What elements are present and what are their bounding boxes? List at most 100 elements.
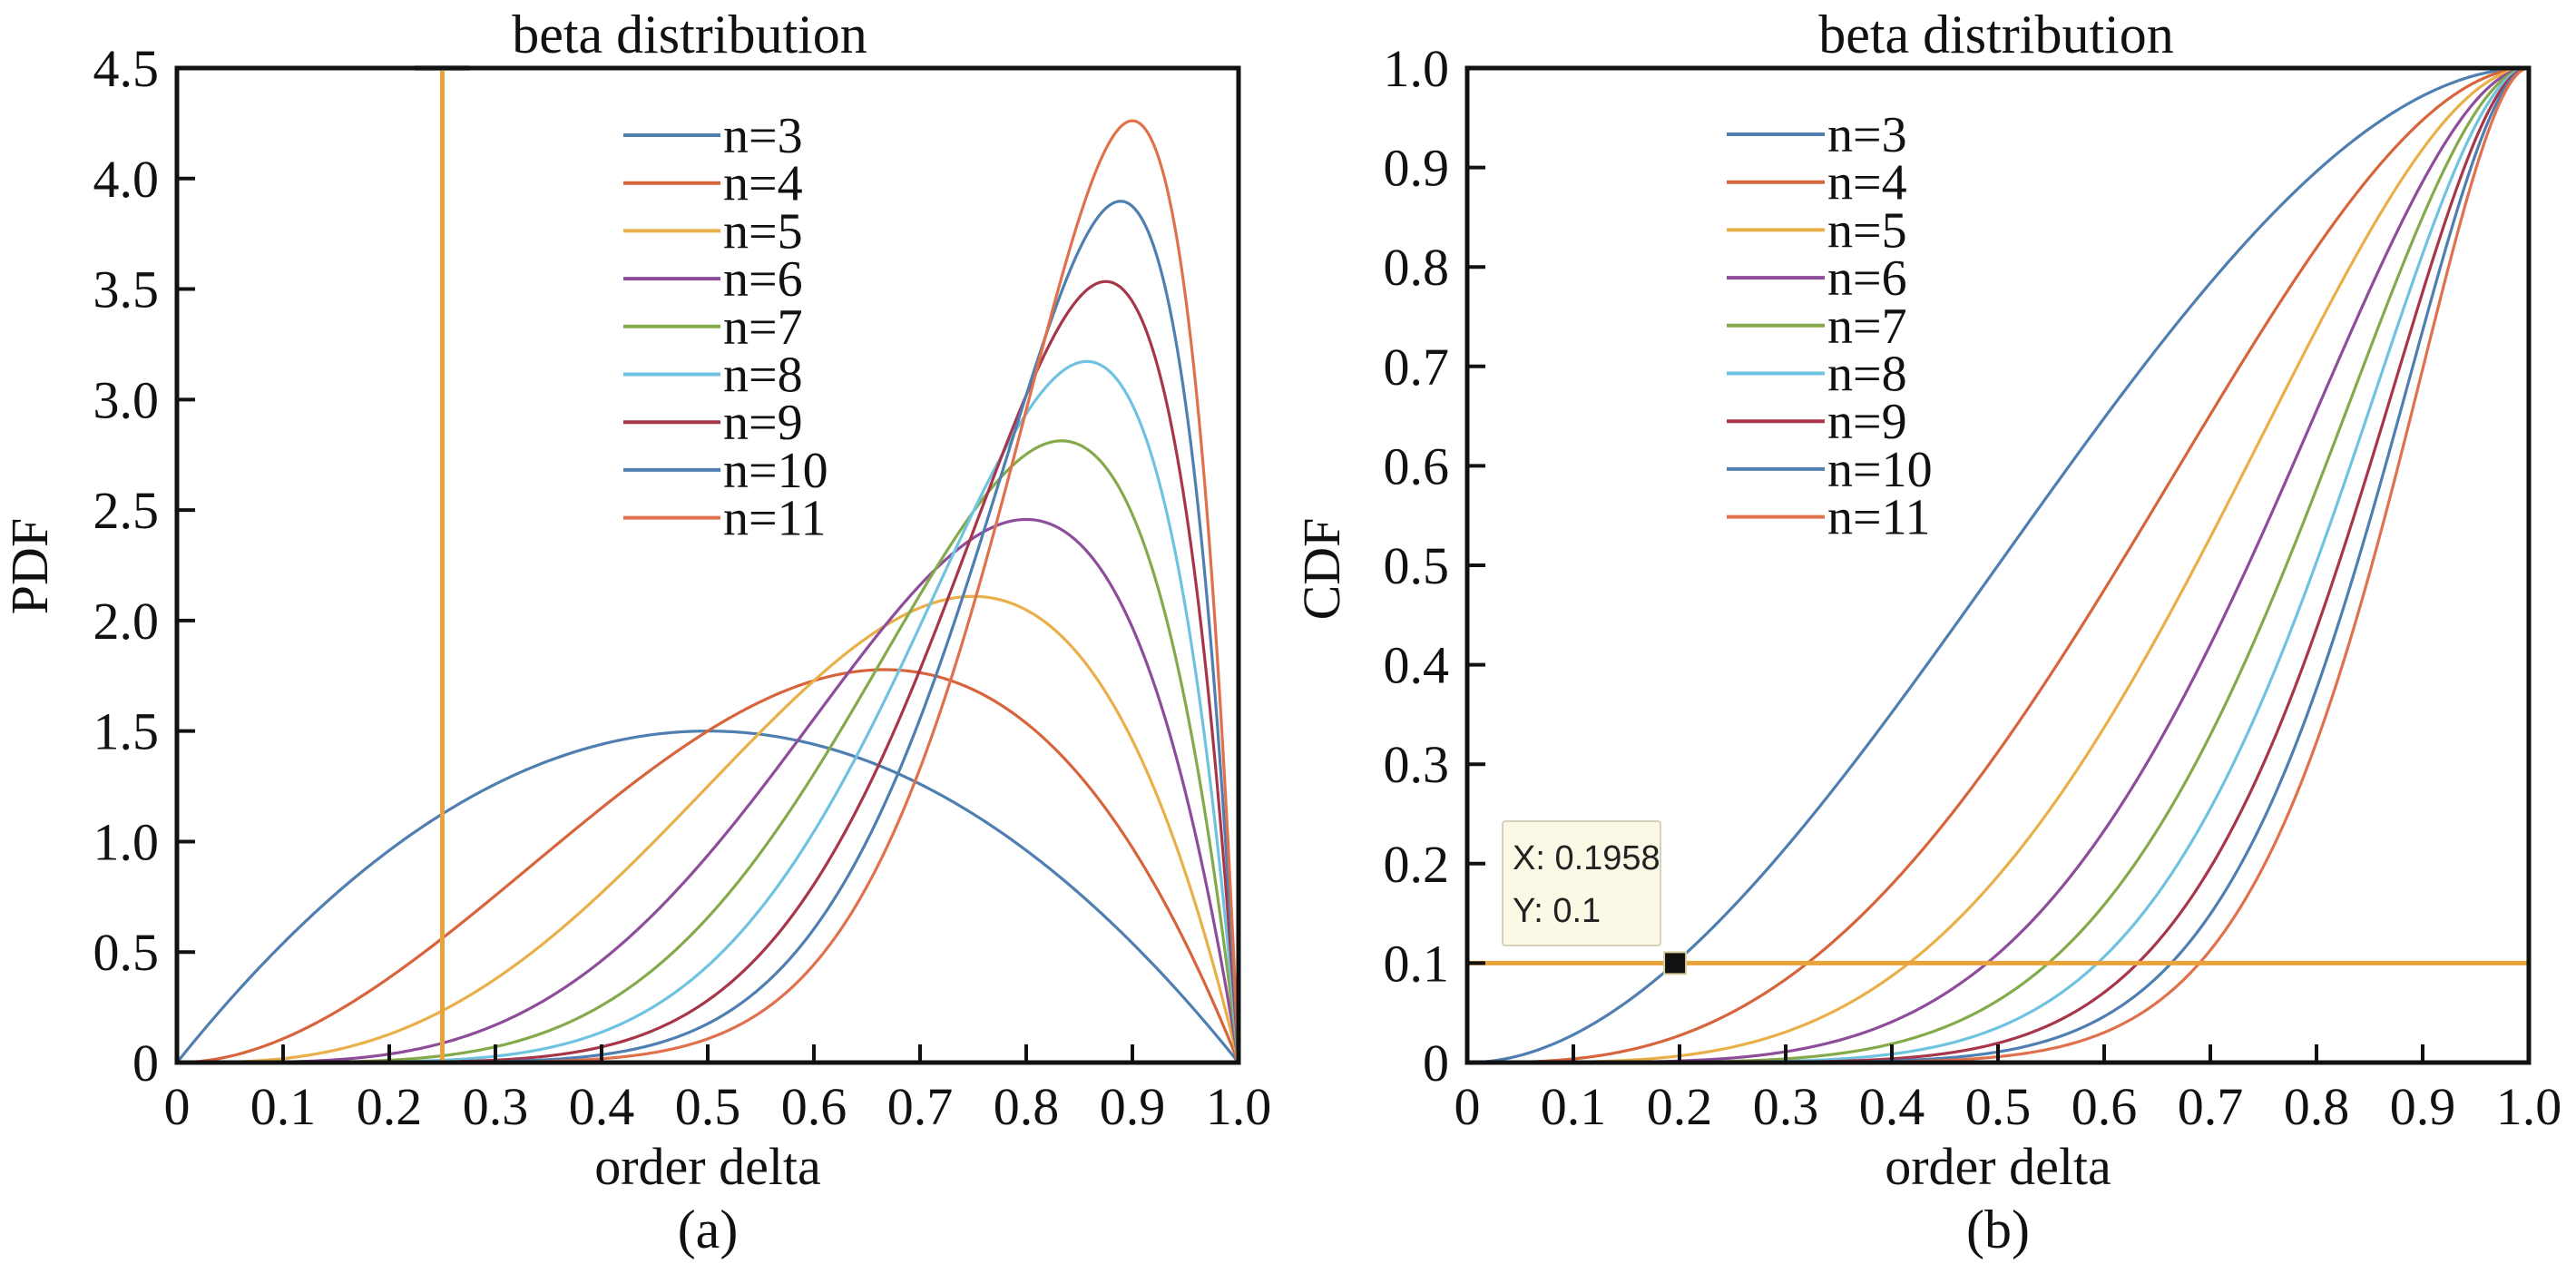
pdf-y-axis-label: PDF [0, 518, 59, 614]
cdf-plot-area: 0 0.1 0.2 0.3 0.4 0.5 0.6 0.7 0.8 0.9 1.0 0 0.1 0.2 0.… [1384, 39, 2562, 1136]
pdf-chart-title: beta distribution [512, 5, 867, 64]
cdf-x-tick-label: 0.9 [2390, 1077, 2456, 1136]
cdf-legend: n=3n=4n=5n=6n=7n=8n=9n=10n=11 [1727, 107, 1933, 546]
cdf-x-tick-label: 0.5 [1965, 1077, 2032, 1136]
pdf-legend-label: n=6 [723, 251, 803, 308]
cdf-series-n-5 [1467, 66, 2529, 1063]
pdf-legend-label: n=11 [723, 491, 827, 547]
pdf-legend-label: n=8 [723, 348, 803, 404]
pdf-x-tick-label: 0.6 [781, 1077, 847, 1136]
pdf-y-tick-label: 0.5 [93, 923, 160, 982]
cdf-legend-item[interactable]: n=6 [1727, 250, 1907, 307]
cdf-legend-label: n=4 [1827, 155, 1907, 211]
cdf-legend-item[interactable]: n=4 [1727, 155, 1907, 211]
pdf-legend-label: n=7 [723, 299, 803, 356]
pdf-series-n-5 [177, 594, 1239, 1063]
cdf-datatip-text: Y: 0.1 [1513, 892, 1601, 930]
pdf-series-n-11 [177, 119, 1239, 1063]
pdf-x-tick-label: 0.3 [463, 1077, 529, 1136]
pdf-x-tick-label: 1.0 [1206, 1077, 1272, 1136]
pdf-x-tick-label: 0.8 [994, 1077, 1060, 1136]
pdf-x-tick-label: 0.4 [569, 1077, 635, 1136]
cdf-y-tick-label: 0.8 [1384, 238, 1450, 297]
cdf-y-tick-label: 0.2 [1384, 835, 1450, 894]
cdf-legend-label: n=10 [1827, 442, 1933, 498]
pdf-x-tick-label: 0 [164, 1077, 191, 1136]
pdf-series-n-4 [177, 668, 1239, 1063]
cdf-legend-item[interactable]: n=7 [1727, 299, 1907, 355]
pdf-x-tick-label: 0.5 [675, 1077, 741, 1136]
cdf-series-n-3 [1467, 66, 2529, 1063]
pdf-legend-label: n=9 [723, 395, 803, 451]
cdf-legend-label: n=3 [1827, 107, 1907, 163]
cdf-y-tick-label: 0.3 [1384, 735, 1450, 794]
pdf-x-tick-label: 0.2 [357, 1077, 423, 1136]
pdf-x-tick-label: 0.1 [250, 1077, 317, 1136]
pdf-y-tick-label: 1.5 [93, 702, 160, 761]
pdf-y-tick-label: 3.0 [93, 370, 160, 429]
cdf-x-axis-label: order delta [1885, 1137, 2111, 1196]
pdf-y-tick-label: 2.5 [93, 481, 160, 540]
cdf-legend-item[interactable]: n=3 [1727, 107, 1907, 163]
cdf-x-tick-label: 0.1 [1541, 1077, 1607, 1136]
cdf-legend-item[interactable]: n=5 [1727, 202, 1907, 259]
pdf-series-n-6 [177, 517, 1239, 1063]
cdf-legend-label: n=9 [1827, 394, 1907, 450]
cdf-datatip-text: X: 0.1958 [1513, 839, 1660, 877]
pdf-plot-area: 0 0.1 0.2 0.3 0.4 0.5 0.6 0.7 0.8 0.9 1.0 0 0.5 1.0 1.… [93, 39, 1272, 1136]
pdf-x-axis-label: order delta [594, 1137, 821, 1196]
pdf-x-tick-label: 0.7 [887, 1077, 954, 1136]
cdf-legend-label: n=6 [1827, 250, 1907, 307]
pdf-legend-label: n=4 [723, 156, 803, 212]
pdf-legend: n=3n=4n=5n=6n=7n=8n=9n=10n=11 [623, 108, 828, 547]
cdf-datatip[interactable]: X: 0.1958 Y: 0.1 [1502, 820, 1688, 975]
pdf-legend-label: n=10 [723, 443, 828, 499]
pdf-legend-item[interactable]: n=7 [623, 299, 803, 356]
cdf-series-n-4 [1467, 66, 2529, 1063]
cdf-legend-label: n=8 [1827, 347, 1907, 403]
cdf-caption: (b) [1966, 1200, 2030, 1259]
cdf-x-tick-label: 0.8 [2284, 1077, 2350, 1136]
pdf-legend-item[interactable]: n=11 [623, 491, 827, 547]
cdf-y-tick-label: 0.4 [1384, 636, 1450, 695]
cdf-datatip-marker[interactable] [1663, 951, 1688, 975]
cdf-x-tick-label: 0.7 [2178, 1077, 2244, 1136]
pdf-y-tick-label: 1.0 [93, 812, 160, 871]
cdf-legend-label: n=7 [1827, 299, 1907, 355]
cdf-y-tick-label: 0.5 [1384, 536, 1450, 595]
cdf-x-tick-label: 0.6 [2072, 1077, 2138, 1136]
cdf-y-tick-label: 1.0 [1384, 39, 1450, 98]
cdf-legend-item[interactable]: n=10 [1727, 442, 1933, 498]
cdf-y-tick-label: 0.9 [1384, 139, 1450, 198]
cdf-x-tick-label: 1.0 [2496, 1077, 2562, 1136]
pdf-legend-item[interactable]: n=9 [623, 395, 803, 451]
pdf-x-tick-label: 0.9 [1100, 1077, 1166, 1136]
pdf-legend-item[interactable]: n=8 [623, 348, 803, 404]
pdf-legend-item[interactable]: n=6 [623, 251, 803, 308]
pdf-legend-item[interactable]: n=10 [623, 443, 828, 499]
pdf-y-tick-label: 2.0 [93, 592, 160, 651]
pdf-legend-item[interactable]: n=3 [623, 108, 803, 164]
pdf-caption: (a) [678, 1200, 739, 1259]
pdf-legend-item[interactable]: n=5 [623, 203, 803, 260]
cdf-datatip-box [1502, 820, 1661, 946]
pdf-legend-label: n=5 [723, 203, 803, 260]
cdf-y-axis-label: CDF [1292, 518, 1351, 621]
cdf-y-tick-label: 0.1 [1384, 934, 1450, 993]
cdf-legend-item[interactable]: n=11 [1727, 490, 1931, 546]
pdf-y-tick-label: 4.0 [93, 150, 160, 209]
pdf-legend-label: n=3 [723, 108, 803, 164]
cdf-x-tick-label: 0.3 [1753, 1077, 1819, 1136]
pdf-y-tick-label: 3.5 [93, 260, 160, 319]
cdf-x-tick-label: 0.4 [1859, 1077, 1925, 1136]
cdf-legend-item[interactable]: n=8 [1727, 347, 1907, 403]
cdf-legend-label: n=11 [1827, 490, 1931, 546]
cdf-legend-label: n=5 [1827, 202, 1907, 259]
cdf-y-tick-label: 0.6 [1384, 436, 1450, 495]
cdf-legend-item[interactable]: n=9 [1727, 394, 1907, 450]
pdf-legend-item[interactable]: n=4 [623, 156, 803, 212]
pdf-y-tick-label: 4.5 [93, 39, 160, 98]
